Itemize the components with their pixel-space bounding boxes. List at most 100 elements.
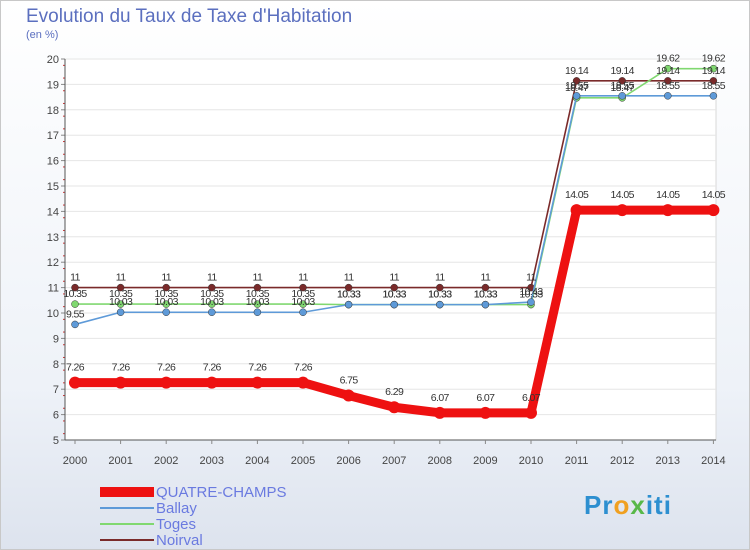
y-tick-label: 19 bbox=[47, 79, 59, 91]
data-point bbox=[388, 401, 401, 414]
proxiti-logo: Proxiti bbox=[584, 490, 672, 521]
data-point bbox=[570, 204, 583, 217]
x-tick-label: 2006 bbox=[336, 455, 360, 467]
data-point bbox=[618, 77, 626, 85]
data-label: 14.05 bbox=[565, 189, 589, 201]
data-label: 10.33 bbox=[337, 289, 361, 301]
data-label: 10.03 bbox=[291, 296, 315, 308]
data-point bbox=[116, 283, 125, 292]
data-point bbox=[114, 376, 127, 389]
chart-title: Evolution du Taux de Taxe d'Habitation bbox=[26, 6, 353, 27]
data-point bbox=[162, 300, 170, 308]
data-label: 11 bbox=[435, 272, 445, 284]
data-label: 10.33 bbox=[474, 289, 498, 301]
data-point bbox=[707, 204, 720, 217]
data-label: 10.33 bbox=[428, 289, 452, 301]
data-point bbox=[253, 300, 262, 308]
data-label: 18.55 bbox=[611, 80, 635, 92]
data-label: 19.14 bbox=[656, 65, 680, 77]
data-label: 10.35 bbox=[200, 288, 224, 300]
data-label: 6.75 bbox=[340, 375, 359, 387]
data-label: 18.55 bbox=[656, 80, 680, 92]
data-point bbox=[208, 300, 216, 308]
data-point bbox=[390, 283, 398, 292]
data-point bbox=[253, 308, 262, 316]
x-tick-label: 2002 bbox=[154, 455, 178, 467]
data-label: 11 bbox=[253, 272, 263, 284]
data-label: 6.29 bbox=[385, 386, 404, 398]
x-tick-label: 2011 bbox=[565, 455, 589, 467]
data-point bbox=[709, 77, 718, 85]
data-label: 10.35 bbox=[246, 288, 270, 300]
data-point bbox=[299, 300, 307, 308]
data-point bbox=[208, 283, 216, 292]
data-label: 11 bbox=[481, 272, 491, 284]
y-tick-label: 8 bbox=[53, 359, 59, 371]
data-label: 6.07 bbox=[522, 392, 541, 404]
chart-subtitle: (en %) bbox=[26, 29, 59, 41]
plot-area bbox=[64, 58, 717, 441]
data-label: 7.26 bbox=[66, 362, 85, 374]
data-point bbox=[160, 376, 173, 389]
data-point bbox=[709, 92, 718, 100]
legend-label: Ballay bbox=[156, 500, 197, 517]
data-point bbox=[481, 283, 490, 292]
data-point bbox=[71, 283, 79, 292]
x-tick-label: 2009 bbox=[473, 455, 497, 467]
data-label: 11 bbox=[344, 272, 354, 284]
y-tick-label: 10 bbox=[47, 308, 59, 320]
data-label: 10.35 bbox=[291, 288, 315, 300]
data-label: 9.55 bbox=[66, 308, 85, 320]
data-point bbox=[481, 300, 490, 309]
data-point bbox=[661, 204, 674, 217]
y-tick-label: 15 bbox=[47, 181, 59, 193]
data-point bbox=[572, 77, 581, 85]
x-tick-label: 2001 bbox=[108, 455, 132, 467]
data-point bbox=[709, 64, 718, 73]
y-tick-label: 20 bbox=[47, 54, 59, 66]
x-tick-label: 2005 bbox=[291, 455, 315, 467]
data-label: 10.35 bbox=[155, 288, 179, 300]
data-label: 11 bbox=[207, 272, 217, 284]
data-point bbox=[205, 376, 218, 389]
data-label: 7.26 bbox=[248, 362, 267, 374]
x-tick-label: 2010 bbox=[519, 455, 543, 467]
x-tick-label: 2007 bbox=[382, 455, 406, 467]
data-point bbox=[436, 283, 444, 292]
legend-label: Toges bbox=[156, 516, 197, 533]
data-label: 7.26 bbox=[203, 362, 222, 374]
data-point bbox=[69, 376, 81, 389]
data-label: 10.33 bbox=[383, 289, 407, 301]
legend-swatch bbox=[100, 507, 154, 509]
data-point bbox=[162, 308, 170, 316]
y-tick-label: 11 bbox=[48, 283, 59, 295]
y-tick-label: 16 bbox=[47, 156, 59, 168]
data-point bbox=[71, 300, 79, 308]
data-point bbox=[253, 283, 262, 292]
x-tick-label: 2014 bbox=[701, 455, 725, 467]
logo-text: x bbox=[630, 490, 646, 520]
data-point bbox=[342, 389, 355, 402]
y-tick-label: 12 bbox=[47, 257, 59, 269]
data-label: 14.05 bbox=[702, 189, 726, 201]
x-tick-label: 2004 bbox=[245, 455, 269, 467]
data-label: 10.33 bbox=[519, 289, 543, 301]
legend-label: Noirval bbox=[156, 532, 203, 549]
x-tick-label: 2008 bbox=[428, 455, 452, 467]
data-point bbox=[344, 283, 353, 292]
data-point bbox=[344, 300, 353, 309]
data-label: 18.47 bbox=[565, 82, 589, 94]
y-tick-label: 6 bbox=[53, 410, 59, 422]
data-point bbox=[116, 300, 125, 308]
data-point bbox=[572, 92, 581, 100]
data-point bbox=[664, 77, 672, 85]
y-tick-label: 14 bbox=[47, 206, 59, 218]
data-label: 10.03 bbox=[246, 296, 270, 308]
y-tick-label: 9 bbox=[53, 333, 59, 345]
data-label: 19.14 bbox=[565, 65, 589, 77]
legend-swatch bbox=[100, 523, 154, 525]
legend-swatch bbox=[100, 487, 154, 497]
y-tick-label: 18 bbox=[47, 105, 59, 117]
y-tick-label: 13 bbox=[47, 232, 59, 244]
data-label: 10.33 bbox=[337, 289, 361, 301]
